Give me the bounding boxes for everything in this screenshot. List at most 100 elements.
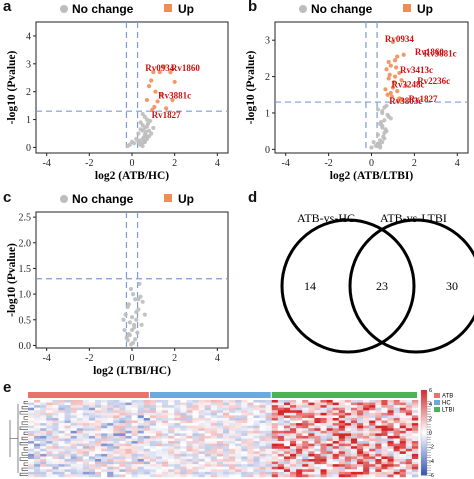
heatmap-cell xyxy=(283,410,291,414)
heatmap-cell xyxy=(34,451,41,455)
heatmap-cell xyxy=(107,428,114,431)
heatmap-cell xyxy=(247,410,254,414)
heatmap-cell xyxy=(143,405,151,408)
heatmap-cell xyxy=(119,402,126,406)
heatmap-cell xyxy=(399,453,407,457)
heatmap-cell xyxy=(314,464,321,467)
heatmap-scale-tick: 2 xyxy=(429,416,432,422)
heatmap-cell xyxy=(192,441,199,444)
heatmap-cell xyxy=(253,402,260,406)
heatmap-cell xyxy=(338,402,346,406)
heatmap-cell xyxy=(357,430,364,434)
heatmap-cell xyxy=(113,402,120,406)
heatmap-cell xyxy=(210,441,218,444)
heatmap-cell xyxy=(302,417,309,421)
heatmap-cell xyxy=(399,433,407,437)
heatmap-cell xyxy=(125,471,132,475)
heatmap-cell xyxy=(143,459,151,462)
heatmap-cell xyxy=(314,456,321,460)
heatmap-cell xyxy=(235,464,242,467)
point-up xyxy=(388,63,393,68)
heatmap-cell xyxy=(247,438,254,442)
heatmap-cell xyxy=(247,461,254,465)
heatmap-cell xyxy=(381,415,388,419)
heatmap-cell xyxy=(52,435,59,439)
heatmap-cell xyxy=(149,453,157,457)
heatmap-cell xyxy=(82,464,90,467)
heatmap-cell xyxy=(82,400,90,403)
heatmap-cell xyxy=(40,459,47,462)
heatmap-cell xyxy=(64,451,71,455)
heatmap-cell xyxy=(235,415,242,419)
heatmap-cell xyxy=(155,425,163,429)
heatmap-cell xyxy=(88,402,96,406)
heatmap-cell xyxy=(381,430,388,434)
heatmap-cell xyxy=(168,420,175,424)
heatmap-cell xyxy=(265,453,272,457)
heatmap-cell xyxy=(95,464,102,467)
heatmap-cell xyxy=(381,425,388,429)
heatmap-cell xyxy=(95,459,102,462)
heatmap-cell xyxy=(290,464,297,467)
heatmap-cell xyxy=(332,405,339,408)
heatmap-cell xyxy=(216,430,224,434)
heatmap-cell xyxy=(82,417,90,421)
heatmap-cell xyxy=(143,466,151,470)
heatmap-cell xyxy=(52,448,59,452)
heatmap-cell xyxy=(393,461,400,465)
heatmap-cell xyxy=(320,443,327,447)
heatmap-cell xyxy=(369,400,376,403)
heatmap-cell xyxy=(235,417,242,421)
heatmap-cell xyxy=(253,441,260,444)
heatmap-cell xyxy=(399,474,407,478)
heatmap-cell xyxy=(338,446,346,449)
heatmap-cell xyxy=(277,464,285,467)
heatmap-cell xyxy=(40,464,47,467)
heatmap-cell xyxy=(192,407,199,411)
heatmap-cell xyxy=(210,402,218,406)
heatmap-cell xyxy=(82,438,90,442)
heatmap-cell xyxy=(70,441,77,444)
heatmap-cell xyxy=(350,433,358,437)
heatmap-cell xyxy=(271,405,279,408)
heatmap-cell xyxy=(326,446,333,449)
heatmap-cell xyxy=(198,474,205,478)
heatmap-cell xyxy=(405,441,413,444)
heatmap-cell xyxy=(411,435,419,439)
heatmap-cell xyxy=(119,420,126,424)
heatmap-cell xyxy=(265,405,272,408)
heatmap-cell xyxy=(40,423,47,426)
heatmap-cell xyxy=(210,412,218,416)
heatmap-cell xyxy=(198,456,205,460)
point-up xyxy=(144,97,150,103)
heatmap-cell xyxy=(381,400,388,403)
heatmap-cell xyxy=(223,410,230,414)
heatmap-cell xyxy=(332,474,339,478)
heatmap-cell xyxy=(34,428,41,431)
heatmap-cell xyxy=(375,461,382,465)
heatmap-cell xyxy=(58,453,65,457)
heatmap-cell xyxy=(125,430,132,434)
heatmap-cell xyxy=(186,405,193,408)
point-up xyxy=(151,70,156,75)
heatmap-cell xyxy=(119,430,126,434)
heatmap-cell xyxy=(357,428,364,431)
heatmap-cell xyxy=(155,423,163,426)
heatmap-cell xyxy=(369,446,376,449)
heatmap-cell xyxy=(290,456,297,460)
x-tick-label: -4 xyxy=(282,158,290,169)
heatmap-cell xyxy=(137,474,144,478)
heatmap-cell xyxy=(350,451,358,455)
heatmap-cell xyxy=(52,402,59,406)
heatmap-cell xyxy=(168,461,175,465)
point-up xyxy=(403,83,408,88)
heatmap-cell xyxy=(76,456,84,460)
heatmap-cell xyxy=(52,415,59,419)
heatmap-cell xyxy=(107,443,114,447)
heatmap-cell xyxy=(332,410,339,414)
heatmap-cell xyxy=(204,402,212,406)
heatmap-cell xyxy=(143,402,151,406)
heatmap-cell xyxy=(155,474,163,478)
point-nochange xyxy=(133,337,138,342)
heatmap-cell xyxy=(28,428,35,431)
